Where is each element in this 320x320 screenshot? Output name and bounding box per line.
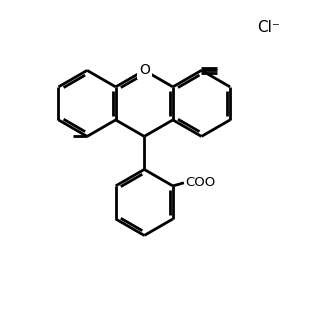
Text: COO: COO	[186, 176, 216, 189]
Text: Cl⁻: Cl⁻	[258, 20, 280, 36]
Text: O: O	[139, 63, 150, 77]
